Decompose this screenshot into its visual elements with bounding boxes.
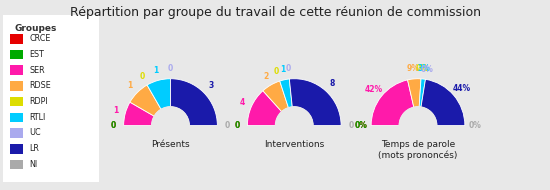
Text: 3%: 3% <box>418 64 431 73</box>
Wedge shape <box>248 91 282 126</box>
Text: 0%: 0% <box>415 64 428 73</box>
Wedge shape <box>170 79 217 126</box>
Text: 42%: 42% <box>364 86 382 94</box>
Text: 8: 8 <box>330 79 335 88</box>
Wedge shape <box>289 79 341 126</box>
Text: Présents: Présents <box>151 140 190 149</box>
FancyBboxPatch shape <box>10 34 23 44</box>
Circle shape <box>152 107 189 144</box>
Bar <box>224 126 365 149</box>
Wedge shape <box>421 79 465 126</box>
FancyBboxPatch shape <box>10 97 23 106</box>
Bar <box>348 126 488 149</box>
Text: CRCE: CRCE <box>30 34 51 43</box>
Circle shape <box>276 107 313 144</box>
Text: 1: 1 <box>153 66 158 75</box>
Text: RDPI: RDPI <box>30 97 48 106</box>
Text: 0: 0 <box>168 64 173 73</box>
Text: 9%: 9% <box>407 64 420 73</box>
Text: Interventions: Interventions <box>264 140 324 149</box>
Text: 0: 0 <box>285 64 291 73</box>
FancyBboxPatch shape <box>10 160 23 169</box>
Circle shape <box>399 107 437 144</box>
FancyBboxPatch shape <box>10 112 23 122</box>
Wedge shape <box>419 79 426 107</box>
Text: SER: SER <box>30 66 45 74</box>
Wedge shape <box>280 79 292 108</box>
Wedge shape <box>371 80 414 126</box>
Text: 4: 4 <box>239 98 245 107</box>
FancyBboxPatch shape <box>10 144 23 154</box>
Text: LR: LR <box>30 144 40 153</box>
Text: 1: 1 <box>128 81 133 90</box>
Text: 0%: 0% <box>354 121 367 130</box>
Text: 0: 0 <box>111 121 116 130</box>
Text: Groupes: Groupes <box>14 24 57 32</box>
Wedge shape <box>130 85 161 116</box>
FancyBboxPatch shape <box>10 65 23 75</box>
Text: 0: 0 <box>234 121 240 130</box>
Text: UC: UC <box>30 128 41 137</box>
Text: 0: 0 <box>234 121 240 130</box>
Text: 0%: 0% <box>354 121 367 130</box>
Text: 0%: 0% <box>469 121 482 130</box>
Text: Répartition par groupe du travail de cette réunion de commission: Répartition par groupe du travail de cet… <box>69 6 481 19</box>
FancyBboxPatch shape <box>2 13 100 184</box>
FancyBboxPatch shape <box>10 50 23 59</box>
Text: 0%: 0% <box>421 65 433 74</box>
Wedge shape <box>147 79 170 109</box>
Text: 0: 0 <box>111 121 116 130</box>
Text: Temps de parole
(mots prononcés): Temps de parole (mots prononcés) <box>378 140 458 160</box>
Text: 2: 2 <box>263 72 268 81</box>
Wedge shape <box>124 102 154 126</box>
Text: 44%: 44% <box>453 84 471 93</box>
Wedge shape <box>408 79 421 107</box>
Text: 0: 0 <box>274 67 279 76</box>
Bar <box>100 126 241 149</box>
Text: 1: 1 <box>113 106 118 115</box>
Text: RDSE: RDSE <box>30 81 52 90</box>
Text: RTLI: RTLI <box>30 113 46 122</box>
FancyBboxPatch shape <box>10 128 23 138</box>
Text: NI: NI <box>30 160 38 169</box>
FancyBboxPatch shape <box>10 81 23 91</box>
Text: 0: 0 <box>349 121 354 130</box>
Wedge shape <box>263 81 288 112</box>
Text: 3: 3 <box>208 81 213 90</box>
Text: 0: 0 <box>139 72 145 81</box>
Text: 0: 0 <box>225 121 230 130</box>
Text: 1: 1 <box>280 65 285 74</box>
Text: EST: EST <box>30 50 45 59</box>
